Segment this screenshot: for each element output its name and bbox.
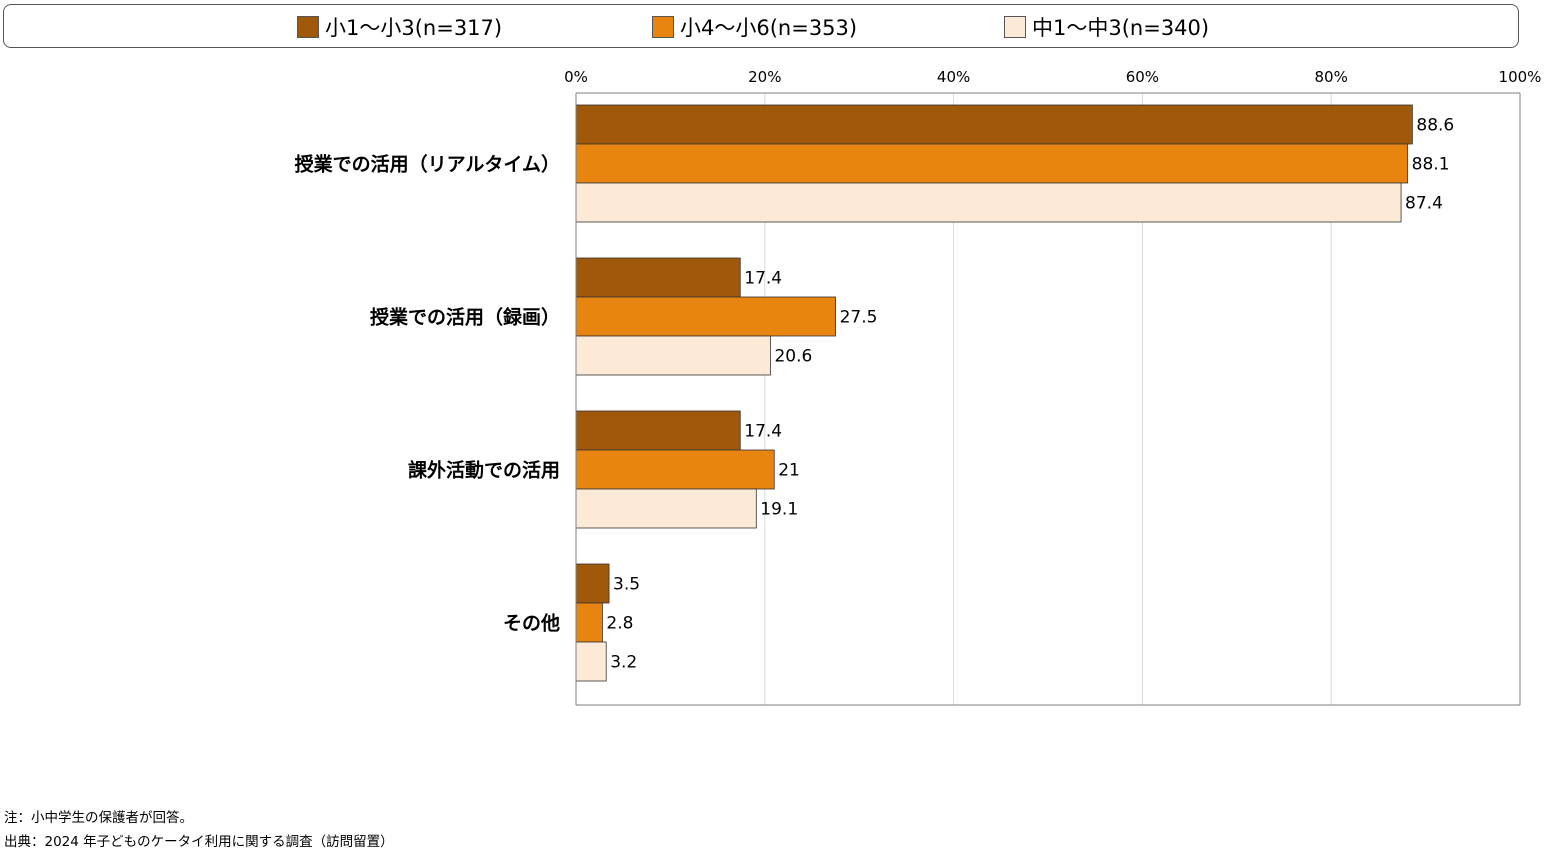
legend-swatch-series-2: [652, 16, 674, 38]
bar-2-2: [575, 296, 837, 337]
x-tick-label-40: 40%: [937, 68, 970, 86]
value-label-4-1: 3.5: [613, 575, 640, 595]
value-label-3-3: 19.1: [760, 500, 798, 520]
value-label-4-3: 3.2: [610, 653, 637, 673]
legend-label-series-1: 小1〜小3(n=317): [325, 16, 503, 40]
x-tick-label-0: 0%: [564, 68, 588, 86]
legend-swatch-series-1: [297, 16, 319, 38]
category-label-4: その他: [503, 612, 560, 635]
legend-label-series-2: 小4〜小6(n=353): [680, 16, 858, 40]
legend-item-series-3: 中1〜中3(n=340): [1004, 14, 1209, 40]
note-text: 注：小中学生の保護者が回答。: [4, 810, 193, 826]
x-tick-label-20: 20%: [748, 68, 781, 86]
bar-4-1: [575, 563, 610, 604]
bar-3-3: [575, 488, 757, 529]
category-label-1: 授業での活用（リアルタイム）: [295, 153, 560, 176]
chart-notes: 注：小中学生の保護者が回答。 出典：2024 年子どものケータイ利用に関する調査…: [4, 806, 394, 854]
category-label-2: 授業での活用（録画）: [370, 306, 560, 329]
category-label-3: 課外活動での活用: [408, 459, 560, 482]
bar-1-3: [575, 182, 1402, 223]
value-label-2-2: 27.5: [840, 308, 878, 328]
legend-item-series-1: 小1〜小3(n=317): [297, 14, 502, 40]
bar-2-1: [575, 257, 741, 298]
x-tick-label-60: 60%: [1126, 68, 1159, 86]
value-label-2-1: 17.4: [744, 269, 782, 289]
bar-1-2: [575, 143, 1409, 184]
source-text: 出典：2024 年子どものケータイ利用に関する調査（訪問留置）: [4, 834, 394, 850]
legend-swatch-series-3: [1004, 16, 1026, 38]
value-label-1-3: 87.4: [1405, 194, 1443, 214]
x-tick-label-100: 100%: [1499, 68, 1542, 86]
value-label-1-2: 88.1: [1412, 155, 1450, 175]
bar-4-3: [575, 641, 607, 682]
chart-legend: 小1〜小3(n=317) 小4〜小6(n=353) 中1〜中3(n=340): [3, 4, 1519, 48]
bar-4-2: [575, 602, 603, 643]
value-label-1-1: 88.6: [1416, 116, 1454, 136]
value-label-3-2: 21: [778, 461, 800, 481]
x-tick-label-80: 80%: [1315, 68, 1348, 86]
value-label-2-3: 20.6: [774, 347, 812, 367]
legend-item-series-2: 小4〜小6(n=353): [652, 14, 857, 40]
bar-3-2: [575, 449, 775, 490]
value-label-3-1: 17.4: [744, 422, 782, 442]
legend-label-series-3: 中1〜中3(n=340): [1032, 16, 1210, 40]
bar-2-3: [575, 335, 771, 376]
value-label-4-2: 2.8: [606, 614, 633, 634]
bar-3-1: [575, 410, 741, 451]
bar-chart: 0% 20% 40% 60% 80% 100% 88.6 88.1 87.4 授業での活用（リアル…: [295, 68, 1542, 706]
bar-1-1: [575, 104, 1413, 145]
